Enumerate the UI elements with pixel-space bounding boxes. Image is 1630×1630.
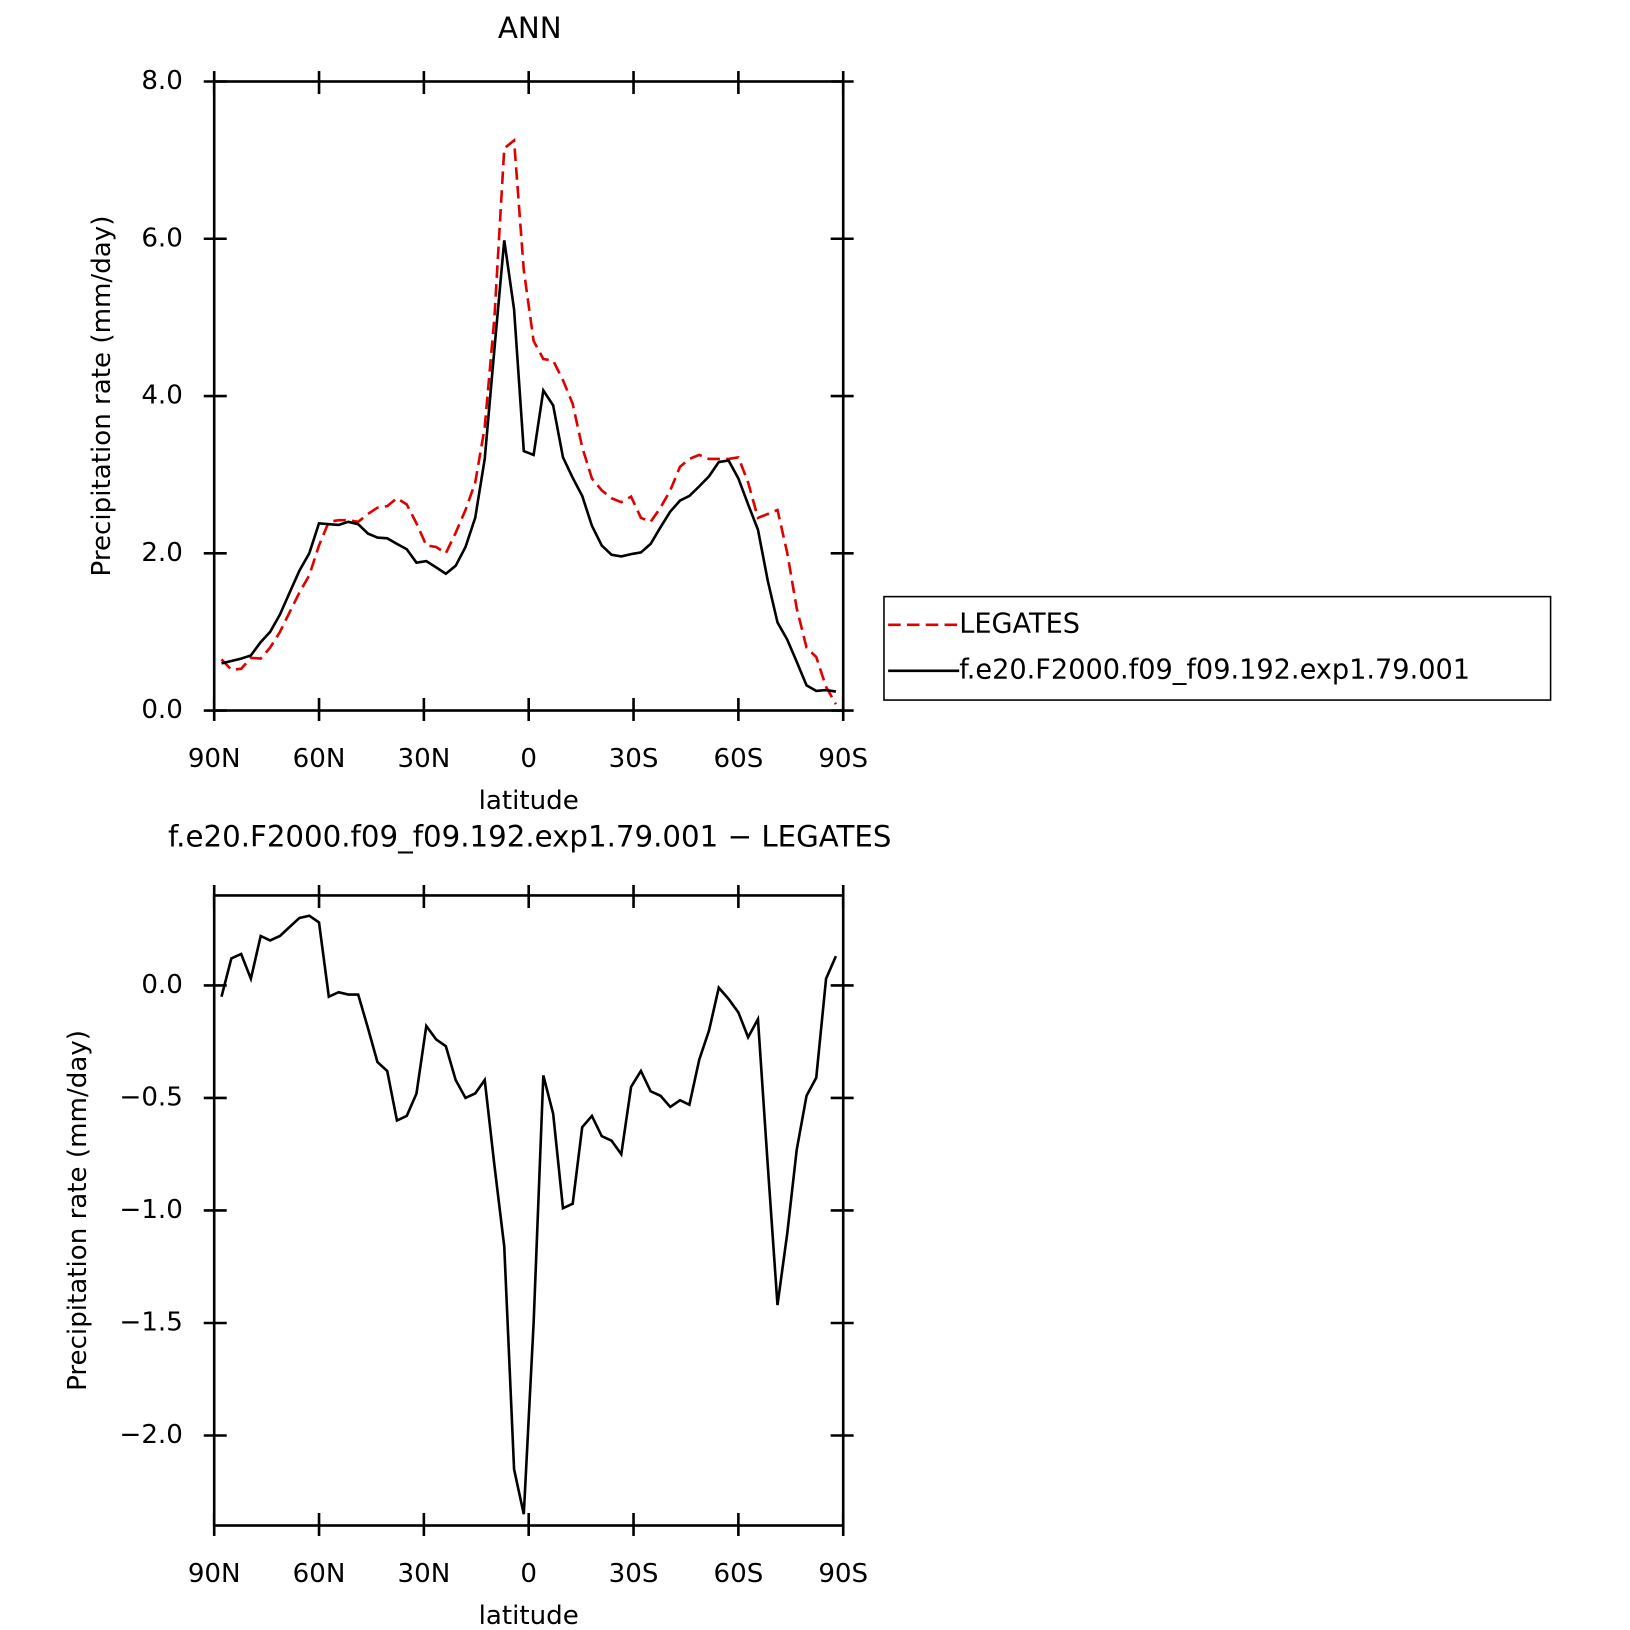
y-tick-label: 0.0	[141, 695, 183, 725]
y-tick-label: 8.0	[141, 66, 183, 96]
x-tick-label: 60S	[713, 744, 763, 774]
chart-title: f.e20.F2000.f09_f09.192.exp1.79.001 − LE…	[168, 819, 891, 853]
legend-label: LEGATES	[959, 608, 1080, 639]
x-tick-label: 30S	[609, 1559, 659, 1589]
x-axis-label: latitude	[479, 786, 579, 816]
x-tick-label: 60N	[293, 1559, 346, 1589]
legend-label: f.e20.F2000.f09_f09.192.exp1.79.001	[959, 654, 1470, 685]
y-tick-label: −2.0	[119, 1420, 182, 1450]
x-axis-label: latitude	[479, 1601, 579, 1630]
y-tick-label: −0.5	[119, 1082, 182, 1112]
x-tick-label: 90S	[818, 1559, 868, 1589]
x-tick-label: 0	[520, 744, 537, 774]
x-tick-label: 30N	[397, 744, 450, 774]
y-tick-label: −1.0	[119, 1195, 182, 1225]
y-tick-label: 4.0	[141, 381, 183, 411]
x-tick-label: 30N	[397, 1559, 450, 1589]
data-line	[220, 137, 838, 705]
data-line	[220, 914, 838, 1515]
x-tick-label: 60N	[293, 744, 346, 774]
x-tick-label: 60S	[713, 1559, 763, 1589]
y-tick-label: 2.0	[141, 538, 183, 568]
x-tick-label: 90N	[188, 744, 241, 774]
x-tick-label: 30S	[609, 744, 659, 774]
y-tick-label: 6.0	[141, 223, 183, 253]
y-tick-label: −1.5	[119, 1307, 182, 1337]
data-line	[221, 240, 837, 693]
chart-title: ANN	[498, 11, 562, 45]
x-tick-label: 0	[520, 1559, 537, 1589]
y-axis-label: Precipitation rate (mm/day)	[87, 216, 117, 577]
plot-frame	[212, 80, 845, 712]
legend-box	[883, 595, 1552, 701]
x-tick-label: 90S	[818, 744, 868, 774]
y-tick-label: 0.0	[141, 970, 183, 1000]
x-tick-label: 90N	[188, 1559, 241, 1589]
y-axis-label: Precipitation rate (mm/day)	[63, 1030, 93, 1391]
